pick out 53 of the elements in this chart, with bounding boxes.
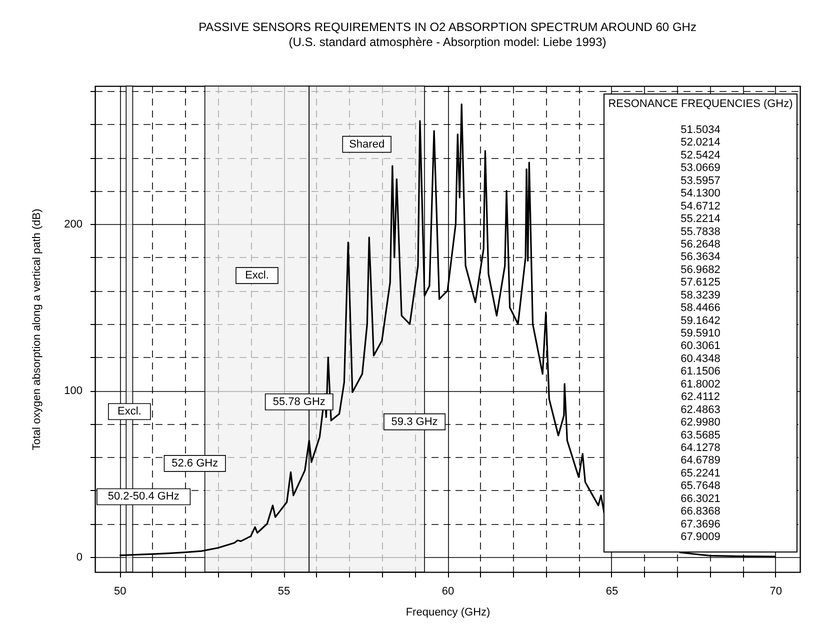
annotation: 65.2241 <box>680 467 720 480</box>
x-tick-label: 50 <box>114 586 126 598</box>
annotation: 66.8368 <box>680 506 720 518</box>
annotation: 67.3696 <box>680 518 720 530</box>
band-label: Shared <box>349 138 385 150</box>
chart-subtitle: (U.S. standard atmosphère - Absorption model: Liebe 1993) <box>288 34 606 49</box>
annotation: 59.3 GHz <box>391 416 438 428</box>
annotation: 61.1506 <box>680 366 720 378</box>
x-tick-label: 55 <box>278 586 290 598</box>
annotation: 56.9682 <box>680 264 720 276</box>
annotation: 58.4466 <box>680 302 720 314</box>
annotation: RESONANCE FREQUENCIES (GHz) <box>608 98 793 110</box>
annotation: 52.5424 <box>680 149 720 162</box>
band-label: Excl. <box>245 270 269 282</box>
annotation: 60.3061 <box>680 340 720 352</box>
y-axis-title: Total oxygen absorption along a vertical path (dB) <box>31 208 44 450</box>
annotation: 63.5685 <box>680 429 720 442</box>
annotation: 67.9009 <box>680 531 720 544</box>
annotation: 55.78 GHz <box>272 396 326 408</box>
annotation: 54.6712 <box>680 200 720 212</box>
chart-title: PASSIVE SENSORS REQUIREMENTS IN O2 ABSORPTION SPECTRUM AROUND 60 GHz <box>198 20 696 34</box>
x-axis-title: Frequency (GHz) <box>406 606 490 618</box>
annotation: 56.2648 <box>680 238 720 250</box>
y-tick-label: 200 <box>64 218 82 231</box>
x-tick-label: 60 <box>442 586 454 598</box>
annotation: 55.7838 <box>680 226 720 238</box>
annotation: 64.6789 <box>680 454 720 467</box>
annotation: 58.3239 <box>680 289 720 302</box>
annotation: 50.2-50.4 GHz <box>108 490 180 503</box>
annotation: 65.7648 <box>680 480 720 492</box>
annotation: 53.0669 <box>680 162 720 174</box>
annotation: 59.1642 <box>680 314 720 327</box>
annotation: 61.8002 <box>680 378 720 390</box>
annotation: 62.4112 <box>681 391 720 404</box>
annotation: 55.2214 <box>680 213 720 226</box>
annotation: 52.6 GHz <box>172 457 218 470</box>
annotation: 59.5910 <box>680 328 720 340</box>
annotation: 62.9980 <box>680 416 720 429</box>
y-tick-label: 0 <box>76 552 82 564</box>
annotation: 54.1300 <box>680 188 720 200</box>
annotation: 62.4863 <box>680 404 720 416</box>
annotation: 51.5034 <box>680 124 720 136</box>
y-tick-label: 100 <box>64 385 82 398</box>
annotation: 52.0214 <box>680 136 720 149</box>
annotation: 64.1278 <box>680 442 720 454</box>
annotation: 53.5957 <box>680 174 720 187</box>
band-label: Excl. <box>118 406 142 418</box>
annotation: 56.3634 <box>680 251 720 264</box>
annotation: 57.6125 <box>680 276 720 289</box>
annotation: 60.4348 <box>680 352 720 365</box>
x-tick-label: 70 <box>770 586 782 598</box>
annotation: 66.3021 <box>680 492 720 505</box>
x-tick-label: 65 <box>606 586 618 598</box>
